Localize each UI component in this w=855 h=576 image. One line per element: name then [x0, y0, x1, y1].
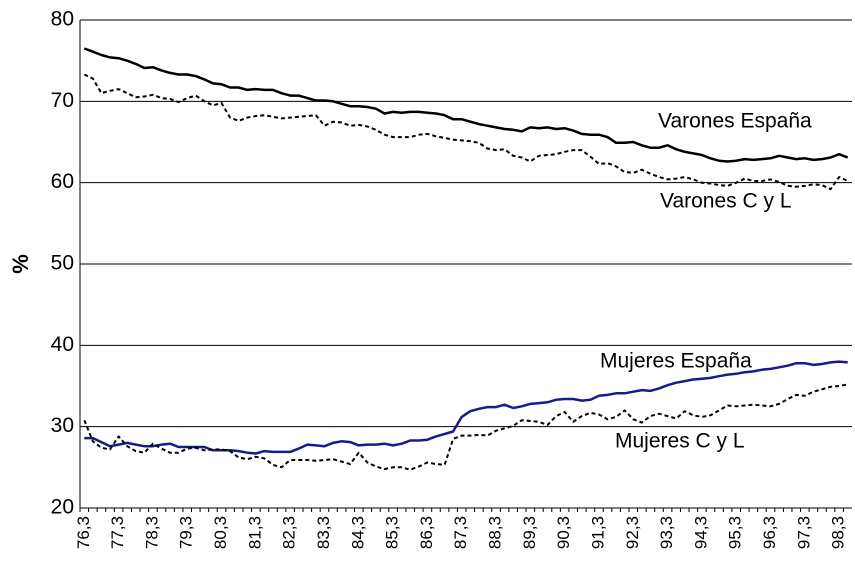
series-line — [83, 47, 849, 163]
x-tick-label: 97,3 — [794, 516, 813, 549]
series-line — [83, 383, 848, 471]
x-tick-label: 76,3 — [74, 516, 93, 549]
y-tick-label: 80 — [51, 8, 74, 31]
series-label: Mujeres C y L — [615, 430, 745, 453]
x-tick-label: 80,3 — [211, 516, 230, 549]
x-tick-label: 88,3 — [486, 516, 505, 549]
y-tick-label: 30 — [51, 414, 74, 437]
x-tick-label: 92,3 — [623, 516, 642, 549]
x-tick-label: 83,3 — [314, 516, 333, 549]
y-tick-label: 40 — [51, 333, 74, 356]
x-tick-label: 81,3 — [245, 516, 264, 549]
x-tick-label: 89,3 — [520, 516, 539, 549]
series-label: Varones C y L — [660, 190, 792, 213]
y-axis-label: % — [8, 254, 33, 274]
series-label: Mujeres España — [600, 350, 752, 373]
x-tick-label: 79,3 — [177, 516, 196, 549]
y-tick-label: 70 — [51, 89, 74, 112]
x-tick-label: 95,3 — [726, 516, 745, 549]
x-tick-label: 87,3 — [451, 516, 470, 549]
x-tick-label: 91,3 — [588, 516, 607, 549]
x-tick-label: 90,3 — [554, 516, 573, 549]
x-tick-label: 82,3 — [280, 516, 299, 549]
y-tick-label: 20 — [51, 496, 74, 519]
x-tick-label: 96,3 — [760, 516, 779, 549]
y-tick-label: 50 — [51, 252, 74, 275]
x-tick-label: 84,3 — [348, 516, 367, 549]
x-tick-label: 85,3 — [383, 516, 402, 549]
x-tick-label: 98,3 — [829, 516, 848, 549]
y-tick-label: 60 — [51, 170, 74, 193]
x-tick-label: 86,3 — [417, 516, 436, 549]
x-tick-label: 93,3 — [657, 516, 676, 549]
x-tick-label: 94,3 — [691, 516, 710, 549]
x-tick-label: 78,3 — [142, 516, 161, 549]
x-tick-label: 77,3 — [108, 516, 127, 549]
series-label: Varones España — [658, 110, 812, 133]
